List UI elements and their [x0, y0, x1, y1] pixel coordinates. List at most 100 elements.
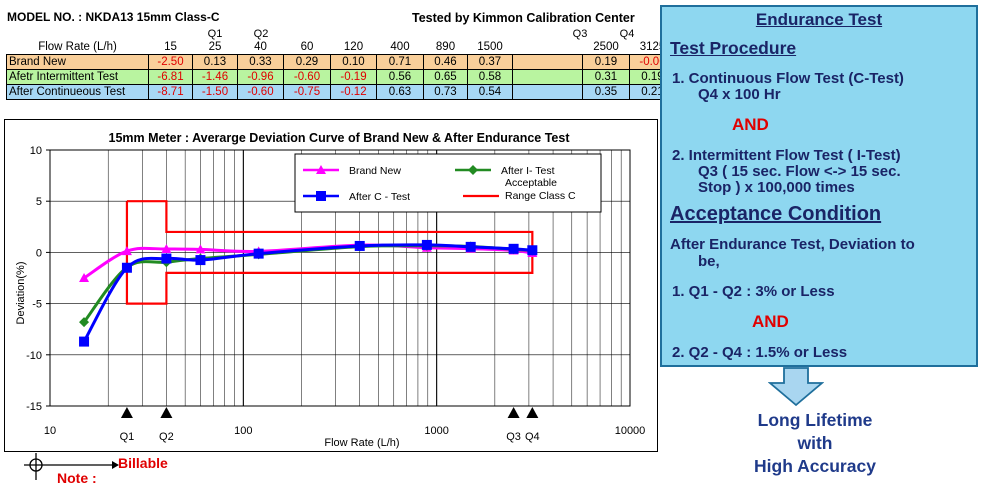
chart-frame: 15mm Meter : Averarge Deviation Curve of… — [4, 119, 658, 452]
legend-label: After I- Test — [501, 165, 555, 177]
table-cell: 60 — [283, 40, 331, 55]
series-1-point — [79, 317, 90, 328]
x-tick-label: 1000 — [424, 425, 448, 437]
table-cell: -0.75 — [283, 84, 331, 100]
conclusion: Long Lifetime with High Accuracy — [740, 409, 890, 478]
table-cell — [512, 40, 583, 55]
y-tick-label: 10 — [30, 145, 42, 157]
table-cell: 0.71 — [376, 54, 424, 70]
table-cell — [512, 54, 583, 70]
table-cell: -0.60 — [283, 69, 331, 85]
model-number: MODEL NO. : NKDA13 15mm Class-C — [7, 10, 220, 24]
tested-by: Tested by Kimmon Calibration Center — [412, 11, 635, 25]
table-cell: 0.73 — [423, 84, 468, 100]
q3-label: Q3 — [572, 28, 588, 40]
table-cell: 15 — [148, 40, 193, 55]
condition-1: 1. Q1 - Q2 : 3% or Less — [672, 283, 835, 300]
table-cell: 0.56 — [376, 69, 424, 85]
table-cell: 40 — [237, 40, 284, 55]
table-row-intermittent: Afetr Intermittent Test -6.81 -1.46 -0.9… — [6, 69, 676, 85]
q-marker-q4 — [526, 407, 539, 418]
note-label: Note : — [57, 470, 97, 486]
and-label-2: AND — [752, 312, 789, 331]
down-arrow-icon — [768, 367, 824, 407]
procedure-title: Test Procedure — [670, 38, 797, 58]
legend-label: Range Class C — [505, 190, 576, 202]
series-0-point — [195, 244, 206, 254]
series-2-point — [354, 240, 365, 251]
x-tick-label: 10 — [44, 425, 56, 437]
table-cell: 0.58 — [467, 69, 513, 85]
table-header-row: Flow Rate (L/h) 15 25 40 60 120 400 890 … — [6, 40, 676, 55]
table-cell: -0.19 — [330, 69, 377, 85]
table-row-continuous: After Continueous Test -8.71 -1.50 -0.60… — [6, 84, 676, 100]
table-cell: 120 — [330, 40, 377, 55]
y-tick-label: 0 — [36, 247, 42, 259]
table-cell: 400 — [376, 40, 424, 55]
series-2-point — [465, 241, 476, 252]
conclusion-line2: with — [797, 433, 833, 453]
condition-line2: be, — [698, 253, 720, 270]
table-cell: -2.50 — [148, 54, 193, 70]
table-cell: 0.65 — [423, 69, 468, 85]
billable-marker-icon — [24, 453, 119, 480]
series-2-point — [121, 262, 132, 273]
x-tick-label: 100 — [234, 425, 252, 437]
series-2-point — [421, 239, 432, 250]
table-cell: -1.50 — [192, 84, 238, 100]
x-axis-label: Flow Rate (L/h) — [324, 437, 399, 449]
plot-area-border — [49, 149, 631, 407]
table-cell: 0.37 — [467, 54, 513, 70]
series-0-point — [121, 246, 132, 256]
table-cell: 0.33 — [237, 54, 284, 70]
table-cell: -1.46 — [192, 69, 238, 85]
series-2-point — [527, 245, 538, 256]
billable-label: Billable — [118, 455, 168, 471]
and-label-1: AND — [732, 115, 769, 134]
table-cell: 0.10 — [330, 54, 377, 70]
y-axis-label: Deviation(%) — [15, 262, 27, 325]
q-marker-label: Q2 — [159, 431, 174, 443]
table-cell: 0.63 — [376, 84, 424, 100]
flow-rate-label: Flow Rate (L/h) — [6, 40, 149, 55]
table-cell: -8.71 — [148, 84, 193, 100]
series-2-point — [161, 253, 172, 264]
series-0-point — [79, 273, 90, 282]
series-0-point — [161, 244, 172, 254]
acceptable-range-outline — [125, 200, 534, 305]
q1-label: Q1 — [207, 28, 223, 40]
table-cell: 0.54 — [467, 84, 513, 100]
panel-title: Endurance Test — [755, 10, 883, 29]
series-2-point — [253, 248, 264, 259]
table-cell: 25 — [192, 40, 238, 55]
table-cell: -0.12 — [330, 84, 377, 100]
y-tick-label: -5 — [32, 299, 42, 311]
row-label: Brand New — [6, 54, 149, 70]
series-2-point — [79, 336, 90, 347]
deviation-table: Flow Rate (L/h) 15 25 40 60 120 400 890 … — [6, 40, 676, 100]
legend-label: After C - Test — [349, 191, 410, 203]
table-cell: 890 — [423, 40, 468, 55]
table-cell: 0.13 — [192, 54, 238, 70]
table-cell: 0.19 — [582, 54, 630, 70]
series-2-point — [508, 243, 519, 254]
table-cell: 0.46 — [423, 54, 468, 70]
table-cell: -0.96 — [237, 69, 284, 85]
legend-label: Acceptable — [505, 177, 557, 189]
y-tick-label: -10 — [26, 350, 42, 362]
chart-title: 15mm Meter : Averarge Deviation Curve of… — [109, 131, 571, 145]
table-row-brand-new: Brand New -2.50 0.13 0.33 0.29 0.10 0.71… — [6, 54, 676, 70]
legend-marker — [468, 165, 478, 175]
legend-label: Brand New — [349, 165, 401, 177]
step2-line1: 2. Intermittent Flow Test ( I-Test) — [672, 147, 901, 164]
condition-2: 2. Q2 - Q4 : 1.5% or Less — [672, 344, 848, 361]
q-marker-q3 — [507, 407, 520, 418]
table-cell: -0.60 — [237, 84, 284, 100]
x-tick-label: 10000 — [615, 425, 646, 437]
table-cell: 1500 — [467, 40, 513, 55]
legend-marker — [316, 191, 326, 201]
step2-line2: Q3 ( 15 sec. Flow <-> 15 sec. — [698, 163, 901, 180]
y-tick-label: 5 — [36, 196, 42, 208]
table-cell: 2500 — [582, 40, 630, 55]
series-line-2 — [82, 243, 533, 343]
